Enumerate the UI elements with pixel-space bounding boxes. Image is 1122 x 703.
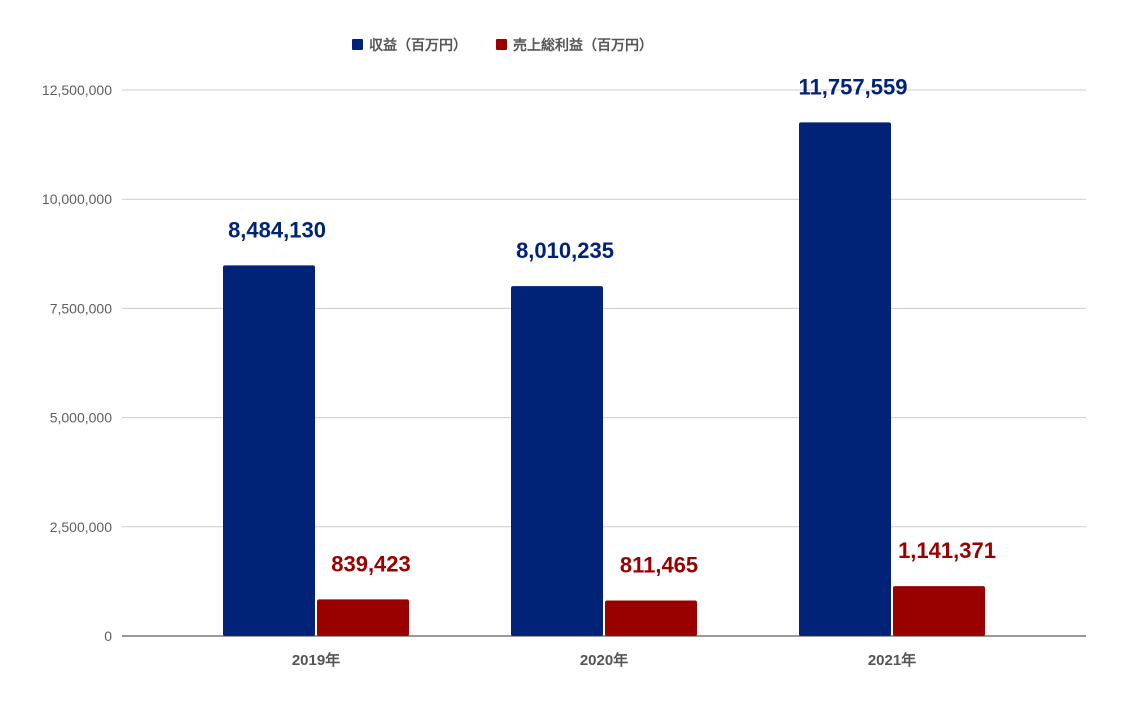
y-tick-label: 2,500,000 — [50, 519, 112, 535]
x-tick-label: 2020年 — [580, 651, 628, 669]
legend-label-revenue: 収益（百万円） — [369, 37, 467, 53]
data-label-revenue-2: 8,010,235 — [516, 238, 614, 263]
y-tick-label: 5,000,000 — [50, 410, 112, 426]
x-tick-label: 2021年 — [868, 651, 916, 669]
bar-gross-profit-3 — [893, 586, 985, 636]
data-label-gross-profit-2: 811,465 — [620, 553, 698, 578]
y-axis: 0 2,500,000 5,000,000 7,500,000 10,000,000 12… — [42, 82, 112, 644]
bar-revenue-1 — [223, 265, 315, 636]
y-tick-label: 10,000,000 — [42, 191, 112, 207]
legend: 収益（百万円） 売上総利益（百万円） — [352, 37, 653, 53]
bar-revenue-3 — [799, 122, 891, 637]
x-axis: 2019年 2020年 2021年 — [122, 635, 1086, 669]
bar-gross-profit-1 — [317, 599, 409, 636]
y-tick-label: 12,500,000 — [42, 82, 112, 98]
y-tick-label: 0 — [104, 628, 112, 644]
bar-revenue-2 — [511, 286, 603, 636]
legend-swatch-gross-profit — [496, 39, 507, 50]
legend-label-gross-profit: 売上総利益（百万円） — [513, 37, 653, 53]
data-labels: 8,484,130 8,010,235 11,757,559 839,423 811,4… — [228, 74, 996, 577]
y-tick-label: 7,500,000 — [50, 300, 112, 316]
data-label-gross-profit-1: 839,423 — [331, 551, 411, 576]
bar-gross-profit-2 — [605, 600, 697, 636]
data-label-revenue-3: 11,757,559 — [799, 74, 908, 99]
legend-swatch-revenue — [352, 39, 363, 50]
data-label-revenue-1: 8,484,130 — [228, 217, 326, 242]
data-label-gross-profit-3: 1,141,371 — [898, 538, 996, 563]
bars — [223, 122, 985, 637]
x-tick-label: 2019年 — [292, 651, 340, 669]
